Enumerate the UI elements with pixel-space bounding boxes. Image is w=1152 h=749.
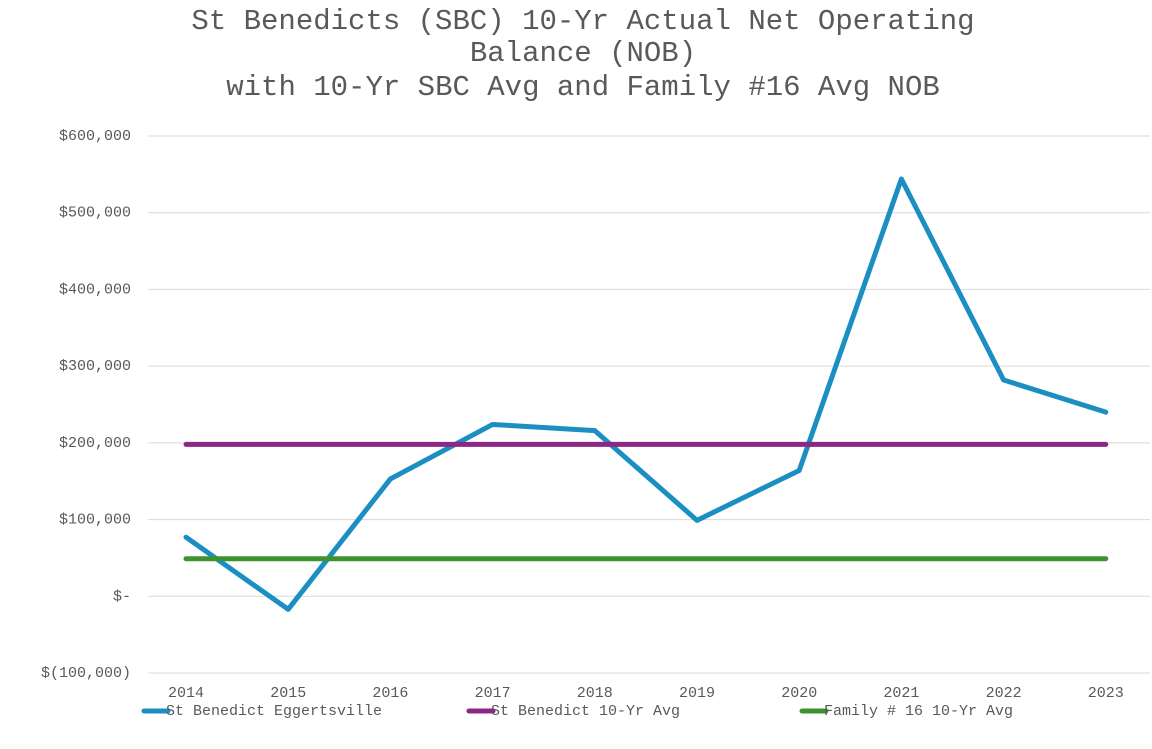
y-tick-label: $200,000 (59, 435, 131, 452)
legend-label: St Benedict Eggertsville (166, 703, 382, 720)
x-tick-label: 2019 (679, 685, 715, 702)
y-tick-label: $300,000 (59, 358, 131, 375)
y-tick-label: $- (113, 588, 131, 605)
y-tick-label: $400,000 (59, 281, 131, 298)
y-tick-label: $100,000 (59, 512, 131, 529)
y-tick-label: $500,000 (59, 205, 131, 222)
chart-subtitle: with 10-Yr SBC Avg and Family #16 Avg NO… (226, 71, 940, 104)
x-tick-label: 2018 (577, 685, 613, 702)
x-tick-label: 2021 (883, 685, 919, 702)
x-tick-label: 2017 (475, 685, 511, 702)
x-tick-label: 2020 (781, 685, 817, 702)
legend-label: St Benedict 10-Yr Avg (491, 703, 680, 720)
x-tick-label: 2022 (986, 685, 1022, 702)
y-tick-label: $600,000 (59, 128, 131, 145)
x-tick-label: 2015 (270, 685, 306, 702)
x-tick-label: 2016 (372, 685, 408, 702)
series-line (183, 176, 1109, 612)
x-tick-label: 2023 (1088, 685, 1124, 702)
chart-title: St Benedicts (SBC) 10-Yr Actual Net Oper… (191, 5, 975, 70)
y-tick-label: $(100,000) (41, 665, 131, 682)
x-tick-label: 2014 (168, 685, 204, 702)
legend-label: Family # 16 10-Yr Avg (824, 703, 1013, 720)
